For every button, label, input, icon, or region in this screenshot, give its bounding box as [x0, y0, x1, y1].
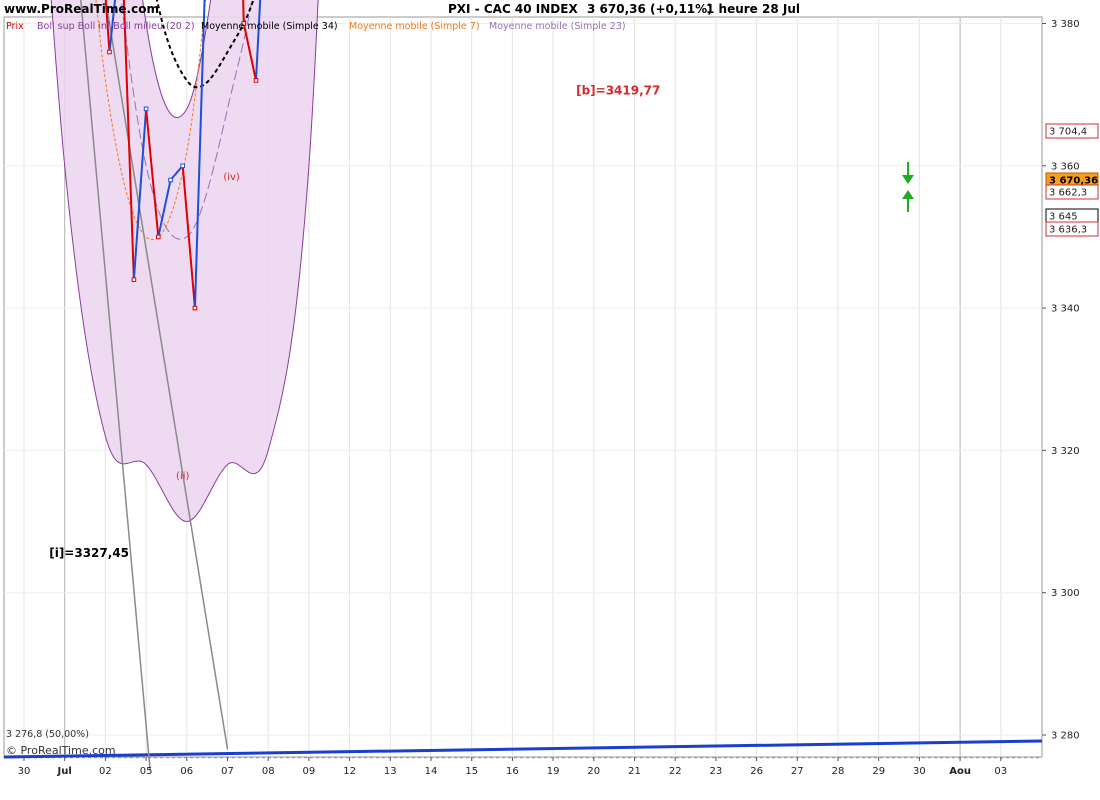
y-tick-label: 3 320: [1051, 446, 1080, 457]
y-tick-label: 3 380: [1051, 19, 1080, 30]
x-tick-label: 03: [994, 766, 1007, 777]
instrument-title: PXI - CAC 40 INDEX: [448, 2, 578, 16]
trend-lines: [80, 0, 229, 771]
legend: Prix Boll sup Boll inf Boll milieu (20 2…: [6, 21, 626, 32]
bollinger-band: [50, 0, 319, 523]
price-segment: [104, 0, 111, 53]
target-arrows: [902, 162, 914, 212]
wave-label: [i]=3327,45: [49, 546, 129, 560]
price-segment: [169, 165, 184, 181]
price-box-label: 3 662,3: [1049, 188, 1087, 199]
x-tick-label: 09: [303, 766, 316, 777]
price-segment: [132, 108, 148, 280]
x-tick-label: 12: [343, 766, 356, 777]
x-tick-label: 19: [547, 766, 560, 777]
price-point: [192, 305, 198, 311]
legend-bollinger: Boll sup Boll inf Boll milieu (20 2): [37, 21, 195, 32]
x-tick-label: 15: [465, 766, 478, 777]
x-tick-label: 13: [384, 766, 397, 777]
x-tick-label: 22: [669, 766, 682, 777]
x-tick-label: 20: [587, 766, 600, 777]
price-box-label: 3 670,36: [1049, 176, 1098, 187]
price-box: [1045, 184, 1099, 200]
price-box: [1045, 123, 1099, 139]
legend-ma7: Moyenne mobile (Simple 7): [349, 21, 480, 32]
price-point: [241, 21, 247, 26]
x-tick-label: 14: [425, 766, 438, 777]
x-tick-label: 05: [140, 766, 153, 777]
price-box-label: 3 704,4: [1049, 127, 1087, 138]
x-tick-label: 23: [710, 766, 723, 777]
moving-averages: [95, 0, 255, 241]
watermark: © ProRealTime.com: [6, 744, 116, 757]
price-boxes: 3 704,4 3 670,363 662,3 3 645 3 636,3: [1045, 123, 1099, 237]
bollinger-upper: [142, 0, 212, 119]
fib-level-label: 3 276,8 (50,00%): [6, 729, 89, 740]
bottom-trend-line: [3, 739, 1043, 759]
x-tick-label: 06: [180, 766, 193, 777]
x-tick-label: 16: [506, 766, 519, 777]
wave-label: (ii): [176, 471, 189, 482]
period-label: 1 heure 28 Jul: [706, 2, 800, 16]
price-segment: [181, 165, 196, 309]
site-name: www.ProRealTime.com: [4, 2, 159, 16]
price-segment: [254, 0, 262, 81]
x-tick-label: Aou: [949, 766, 971, 777]
price-box: [1045, 221, 1099, 237]
price-point: [180, 163, 186, 169]
price-segment: [108, 0, 117, 53]
header-bar: www.ProRealTime.com PXI - CAC 40 INDEX 3…: [4, 2, 800, 16]
x-tick-label: 30: [18, 766, 31, 777]
price-box-label: 3 636,3: [1049, 225, 1087, 236]
price-segment: [145, 108, 160, 238]
bollinger-lower: [50, 0, 319, 523]
x-tick-label: 28: [832, 766, 845, 777]
x-tick-label: Jul: [57, 766, 72, 777]
x-axis: 30 Jul 02 05 06 07 08 09 12 13 14 15 16 19 20 21 22 23 26 2…: [18, 757, 1007, 777]
price-point: [107, 49, 112, 55]
legend-prix: Prix: [6, 21, 24, 32]
x-tick-label: 27: [791, 766, 804, 777]
ma23-line: [120, 0, 253, 240]
x-tick-label: 30: [913, 766, 926, 777]
y-tick-label: 3 340: [1051, 304, 1080, 315]
horizontal-levels: [3, 739, 1043, 759]
y-tick-label: 3 360: [1051, 161, 1080, 172]
trend-line: [104, 0, 229, 750]
price-point: [156, 234, 161, 240]
x-tick-label: 21: [628, 766, 641, 777]
wave-label: [b]=3419,77: [576, 84, 660, 98]
y-tick-label: 3 280: [1051, 731, 1080, 742]
price-segment: [122, 0, 135, 280]
legend-ma34: Moyenne mobile (Simple 34): [201, 21, 338, 32]
wave-labels: [i]=3327,45(i)(ii)(iii)(iv)[a]=3656,76(v…: [49, 84, 660, 560]
y-tick-label: 3 300: [1051, 588, 1080, 599]
x-tick-label: 07: [221, 766, 234, 777]
x-tick-label: 08: [262, 766, 275, 777]
price-segment: [242, 23, 257, 81]
trend-line: [80, 0, 151, 771]
price-point: [168, 177, 173, 183]
bollinger-fill: [51, 0, 319, 522]
price-point: [131, 277, 137, 282]
x-tick-label: 02: [99, 766, 112, 777]
price-segment: [157, 179, 172, 238]
x-tick-label: 29: [872, 766, 885, 777]
wave-label: (iv): [223, 172, 240, 183]
price-segment: [193, 0, 206, 309]
price-point: [143, 106, 149, 112]
legend-ma23: Moyenne mobile (Simple 23): [489, 21, 626, 32]
x-tick-label: 26: [750, 766, 763, 777]
price-series: [104, 0, 262, 311]
price-point: [253, 78, 259, 83]
price-box-label: 3 645: [1049, 212, 1078, 223]
last-price: 3 670,36 (+0,11%): [587, 2, 713, 16]
